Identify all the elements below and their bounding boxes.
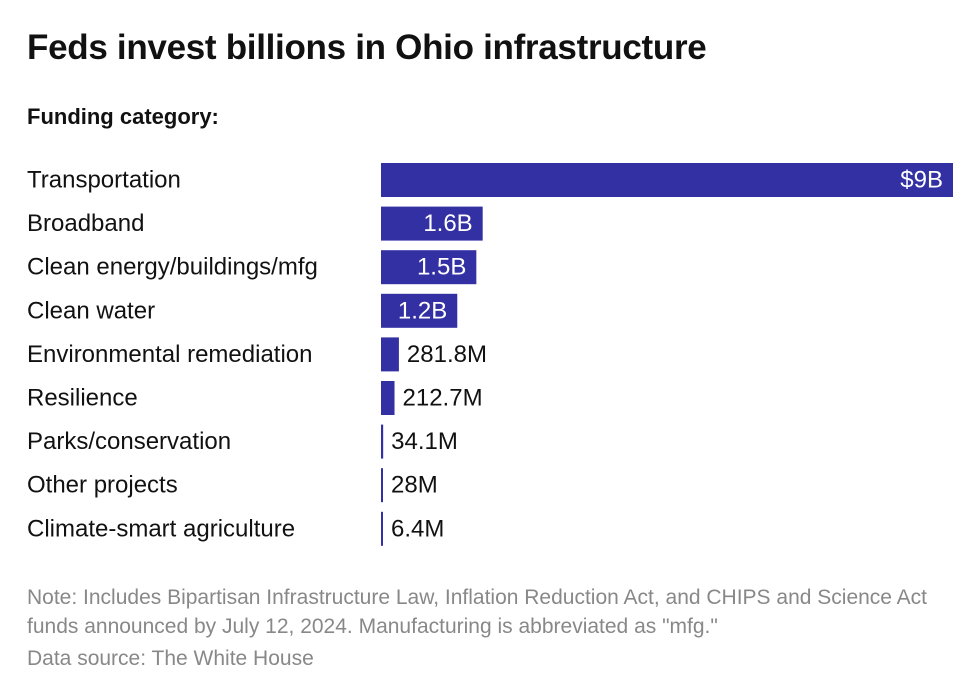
bar-transportation xyxy=(381,163,953,197)
value-label-clean-water: 1.2B xyxy=(398,297,447,324)
bar-clean-energy-buildings-mfg xyxy=(381,250,477,285)
category-label-broadband: Broadband xyxy=(27,210,144,237)
value-label-environmental-remediation: 281.8M xyxy=(407,341,487,368)
chart-note: Note: Includes Bipartisan Infrastructure… xyxy=(27,586,927,638)
category-label-environmental-remediation: Environmental remediation xyxy=(27,341,312,368)
bar-climate-smart-agriculture xyxy=(381,511,383,546)
category-label-clean-water: Clean water xyxy=(27,297,155,324)
bar-other-projects xyxy=(381,468,383,503)
category-label-clean-energy-buildings-mfg: Clean energy/buildings/mfg xyxy=(27,254,318,281)
bar-clean-water xyxy=(381,293,458,328)
bar-broadband xyxy=(381,206,483,241)
bar-environmental-remediation xyxy=(381,337,399,372)
value-label-other-projects: 28M xyxy=(391,472,438,499)
category-label-resilience: Resilience xyxy=(27,385,138,412)
category-label-parks-conservation: Parks/conservation xyxy=(27,428,231,455)
bar-resilience xyxy=(381,381,395,415)
category-label-other-projects: Other projects xyxy=(27,472,178,499)
value-label-broadband: 1.6B xyxy=(423,210,472,237)
chart-title: Feds invest billions in Ohio infrastruct… xyxy=(27,28,707,67)
data-source: Data source: The White House xyxy=(27,647,314,670)
bar-parks-conservation xyxy=(381,424,384,459)
value-label-parks-conservation: 34.1M xyxy=(391,428,458,455)
value-label-climate-smart-agriculture: 6.4M xyxy=(391,515,444,542)
chart-subtitle: Funding category: xyxy=(27,104,219,129)
value-label-resilience: 212.7M xyxy=(403,385,483,412)
category-label-transportation: Transportation xyxy=(27,167,181,194)
value-label-clean-energy-buildings-mfg: 1.5B xyxy=(417,254,466,281)
category-label-climate-smart-agriculture: Climate-smart agriculture xyxy=(27,515,295,542)
value-label-transportation: $9B xyxy=(900,167,943,194)
